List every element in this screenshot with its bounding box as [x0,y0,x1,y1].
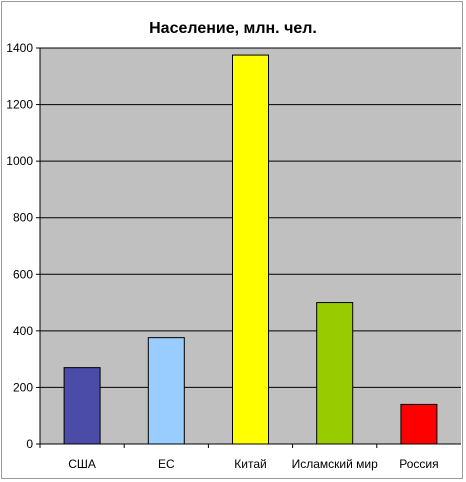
y-tick-label: 1400 [6,41,33,55]
x-tick-label: ЕС [158,457,175,471]
y-tick-label: 800 [13,211,33,225]
y-tick-label: 600 [13,267,33,281]
y-axis-ticks: 0 200 400 600 800 1000 1200 1400 [6,41,40,451]
y-tick-label: 1000 [6,154,33,168]
y-tick-label: 1200 [6,98,33,112]
x-tick-label: Китай [234,457,266,471]
y-tick-label: 200 [13,380,33,394]
y-tick-label: 0 [26,437,33,451]
bars [63,54,438,445]
bar [316,302,354,445]
y-tick-label: 400 [13,324,33,338]
chart-title: Население, млн. чел. [149,20,317,37]
bar [147,337,185,445]
bar [400,403,438,445]
x-tick-label: Исламский мир [292,457,378,471]
bar [63,367,101,445]
axes [39,48,461,445]
x-tick-label: США [68,457,96,471]
x-tick-label: Россия [399,457,438,471]
bar [232,54,269,445]
x-axis-labels: США ЕС Китай Исламский мир Россия [39,444,439,471]
